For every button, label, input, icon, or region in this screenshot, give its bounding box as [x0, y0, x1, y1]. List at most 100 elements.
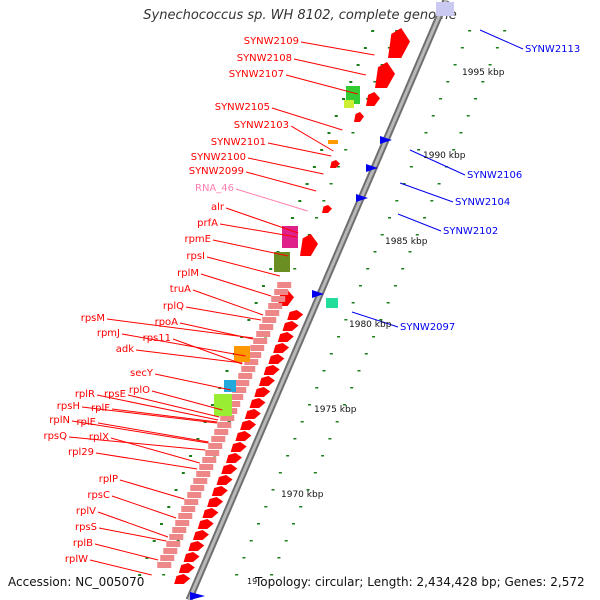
forward-gene — [183, 552, 200, 562]
ribosomal-gene-block — [196, 471, 211, 477]
scale-tick — [336, 166, 340, 168]
ribosomal-gene-block — [211, 436, 226, 442]
forward-gene — [277, 332, 294, 342]
forward-gene — [273, 343, 290, 353]
scale-tick — [474, 98, 478, 100]
forward-gene — [221, 464, 238, 474]
label-connector — [89, 559, 152, 576]
scale-tick — [358, 285, 362, 287]
label-connector — [154, 373, 232, 391]
scale-tick — [189, 455, 193, 457]
scale-tick — [312, 166, 316, 168]
scale-tick — [313, 472, 317, 474]
forward-gene — [188, 541, 205, 551]
scale-tick — [167, 506, 171, 508]
ribosomal-gene-block — [262, 317, 277, 323]
scale-tick — [159, 523, 163, 525]
right-gene-label: SYNW2106 — [467, 170, 522, 181]
scale-tick — [270, 574, 274, 576]
left-gene-label: rplE — [76, 417, 96, 428]
label-connector — [293, 58, 366, 76]
forward-gene — [322, 205, 332, 213]
label-connector — [206, 256, 280, 277]
forward-gene — [263, 365, 280, 375]
scale-tick — [423, 217, 427, 219]
forward-gene — [330, 160, 340, 168]
scale-tick — [437, 183, 441, 185]
label-connector — [135, 349, 243, 364]
scale-tick — [269, 268, 273, 270]
ribosomal-gene-block — [232, 387, 247, 393]
genome-backbone-highlight — [187, 0, 448, 600]
scale-tick — [277, 557, 281, 559]
scale-tick — [227, 421, 231, 423]
ribosomal-gene-block — [226, 401, 241, 407]
reverse-gene — [366, 164, 378, 172]
label-connector — [68, 436, 206, 451]
ribosomal-gene-block — [187, 492, 202, 498]
label-connector — [479, 29, 524, 50]
scale-tick — [286, 455, 290, 457]
forward-gene — [366, 92, 380, 106]
ribosomal-gene-block — [241, 366, 256, 372]
scale-tick — [291, 523, 295, 525]
left-gene-label: rpmJ — [97, 328, 120, 339]
bottom-reverse-gene — [190, 592, 205, 600]
left-gene-label: rplB — [73, 538, 93, 549]
forward-gene — [388, 28, 410, 58]
scale-tick — [344, 149, 348, 151]
scale-tick — [351, 302, 355, 304]
ribosomal-gene-block — [277, 282, 292, 288]
left-gene-label: rpsM — [81, 313, 105, 324]
ribosomal-gene-block — [202, 457, 217, 463]
scale-tick — [417, 149, 421, 151]
left-gene-label: rpsC — [87, 490, 110, 501]
label-connector — [290, 125, 334, 152]
left-gene-label: SYNW2100 — [191, 152, 246, 163]
left-gene-label: SYNW2103 — [234, 120, 289, 131]
label-connector — [219, 223, 297, 238]
scale-tick — [210, 404, 214, 406]
forward-gene — [354, 112, 364, 122]
ribosomal-gene-block — [229, 394, 244, 400]
accession-label: Accession: NC_005070 — [8, 575, 145, 589]
forward-gene — [174, 574, 191, 584]
scale-label: 1985 kbp — [385, 237, 428, 247]
scale-tick — [307, 404, 311, 406]
scale-tick — [293, 438, 297, 440]
left-gene-label: rplQ — [163, 301, 184, 312]
scale-tick — [356, 64, 360, 66]
forward-gene — [202, 508, 219, 518]
scale-tick — [395, 30, 399, 32]
ribosomal-gene-block — [199, 464, 214, 470]
ribosomal-gene-block — [178, 513, 193, 519]
scale-tick — [305, 183, 309, 185]
scale-tick — [357, 370, 361, 372]
left-gene-label: adk — [116, 344, 134, 355]
scale-tick — [424, 132, 428, 134]
scale-tick — [344, 319, 348, 321]
forward-gene — [282, 321, 299, 331]
right-gene-labels: SYNW2113 SYNW2106 SYNW2104 SYNW2102 SYNW2097 — [400, 44, 580, 333]
scale-tick — [138, 574, 142, 576]
scale-tick — [395, 200, 399, 202]
reverse-gene — [380, 136, 392, 144]
scale-tick — [431, 115, 435, 117]
genome-summary: Topology: circular; Length: 2,434,428 bp… — [255, 575, 585, 589]
scale-tick — [373, 251, 377, 253]
scale-tick — [261, 285, 265, 287]
label-connector — [127, 394, 220, 418]
ribosomal-gene-block — [271, 296, 286, 302]
label-connector — [247, 157, 324, 175]
left-gene-label: rplW — [65, 554, 88, 565]
label-connector — [212, 239, 289, 257]
ribosomal-gene-block — [265, 310, 280, 316]
scale-tick — [321, 455, 325, 457]
ribosomal-gene-block — [163, 548, 178, 554]
ribosomal-gene-block — [244, 359, 259, 365]
scale-tick — [181, 472, 185, 474]
label-connector — [106, 318, 254, 339]
label-connector — [96, 394, 219, 421]
scale-tick — [176, 540, 180, 542]
